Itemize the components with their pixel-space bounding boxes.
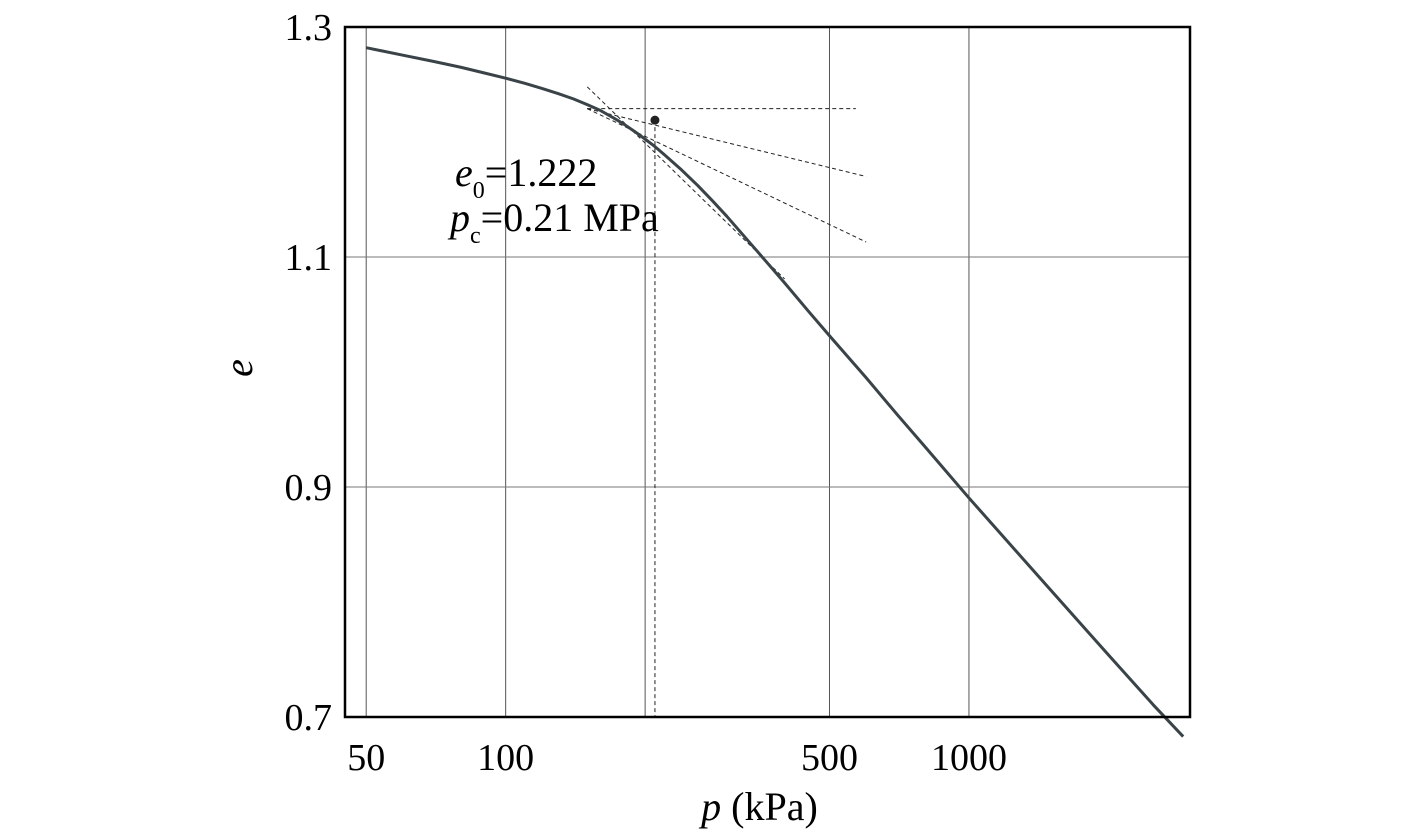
annotation-pc: pc=0.21 MPa [447,195,659,249]
x-axis-unit: (kPa) [721,784,818,829]
construction-lines [586,86,867,717]
grid-lines [345,27,1190,717]
x-tick-label: 50 [347,737,385,779]
y-axis-title: e [216,359,261,377]
construction-line [587,108,867,177]
preconsolidation-point [650,115,660,125]
x-axis-variable: p [698,784,721,829]
annotation-pc-subscript: c [470,223,481,249]
annotation-pc-value: =0.21 MPa [481,195,659,240]
y-tick-label: 1.1 [285,237,333,279]
annotation-e0-subscript: 0 [473,178,485,204]
y-tick-label: 1.3 [285,7,333,49]
plot-frame [343,25,1192,719]
x-tick-label: 100 [477,737,534,779]
x-tick-label: 500 [801,737,858,779]
data-series [365,46,1185,738]
y-tick-labels: 0.7 0.9 1.1 1.3 [285,7,333,739]
x-axis-title: p (kPa) [698,784,818,829]
y-tick-label: 0.9 [285,467,333,509]
series-line [365,46,1185,738]
annotation-pc-variable: p [447,195,470,240]
x-tick-label: 1000 [931,737,1007,779]
x-tick-labels: 50 100 500 1000 [347,737,1007,779]
annotation-e0: e0=1.222 [455,150,597,204]
y-tick-label: 0.7 [285,697,333,739]
annotation-e0-value: =1.222 [485,150,598,195]
annotation-e0-variable: e [455,150,473,195]
construction-line [586,86,785,280]
